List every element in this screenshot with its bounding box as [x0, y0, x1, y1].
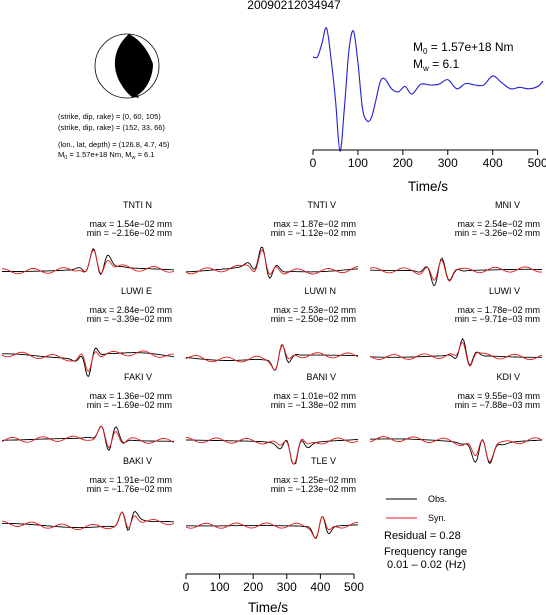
waveform-x-axis: 0 100 200 300 400 500	[183, 573, 364, 594]
station-max-amplitude: max = 1.25e−02 mm	[273, 475, 356, 485]
stf-x-tick-label: 500	[528, 156, 546, 170]
waveform-x-tick-label: 100	[210, 580, 230, 594]
observed-waveform	[370, 257, 543, 286]
station-max-amplitude: max = 1.54e−02 mm	[89, 219, 172, 229]
waveform-x-axis-label: Time/s	[248, 600, 288, 615]
station-name: TNTI V	[308, 200, 337, 210]
stf-x-tick-label: 200	[393, 156, 413, 170]
waveform-x-tick-label: 400	[310, 580, 330, 594]
station-min-amplitude: min = −9.71e−03 mm	[455, 314, 540, 324]
synthetic-waveform	[2, 249, 175, 275]
station-min-amplitude: min = −1.23e−02 mm	[271, 484, 356, 494]
synthetic-waveform	[185, 344, 359, 371]
beachball-compression-tail	[131, 94, 139, 98]
stf-x-tick-label: 100	[348, 156, 368, 170]
station-min-amplitude: min = −3.26e−02 mm	[455, 228, 540, 238]
figure-title: 20090212034947	[247, 0, 341, 12]
station-max-amplitude: max = 1.91e−02 mm	[89, 475, 172, 485]
synthetic-waveform	[185, 516, 358, 539]
synthetic-waveform	[1, 511, 175, 531]
station-min-amplitude: min = −1.12e−02 mm	[271, 228, 356, 238]
waveform-x-axis-group: 0 100 200 300 400 500 Time/s	[183, 573, 364, 615]
residual-label: Residual = 0.28	[384, 530, 461, 542]
nodal-plane-2: (strike, dip, rake) = (152, 33, 66)	[58, 123, 165, 132]
station-max-amplitude: max = 1.01e−02 mm	[273, 391, 356, 401]
synthetic-waveform	[185, 436, 359, 465]
stf-x-axis: 0 100 200 300 400 500	[310, 149, 546, 170]
legend: Obs. Syn. Residual = 0.28 Frequency rang…	[384, 494, 467, 571]
observed-waveform	[186, 246, 359, 279]
stf-magnitude-label: Mw = 6.1	[413, 57, 459, 73]
stf-x-tick-label: 400	[483, 156, 503, 170]
waveform-x-tick-label: 200	[243, 580, 263, 594]
station-min-amplitude: min = −1.38e−02 mm	[271, 400, 356, 410]
station-name: LUWI E	[121, 286, 152, 296]
synthetic-waveform	[369, 436, 543, 463]
stf-x-tick-label: 300	[438, 156, 458, 170]
hypocenter-location: (lon., lat, depth) = (126.8, 4.7, 45)	[58, 140, 170, 149]
synthetic-waveform	[369, 260, 543, 282]
station-min-amplitude: min = −2.16e−02 mm	[87, 228, 172, 238]
station-min-amplitude: min = −1.76e−02 mm	[87, 484, 172, 494]
observed-waveform	[369, 337, 542, 366]
station-max-amplitude: max = 1.78e−02 mm	[457, 305, 540, 315]
station-name: BAKI V	[123, 456, 152, 466]
station-max-amplitude: max = 2.53e−02 mm	[273, 305, 356, 315]
station-name: LUWI N	[305, 286, 337, 296]
source-parameters: (strike, dip, rake) = (0, 60, 105) (stri…	[58, 112, 170, 161]
waveform-x-tick-label: 0	[183, 580, 190, 594]
stf-x-tick-label: 0	[310, 156, 317, 170]
legend-syn-label: Syn.	[428, 513, 446, 523]
nodal-plane-1: (strike, dip, rake) = (0, 60, 105)	[58, 112, 161, 121]
legend-obs-label: Obs.	[428, 494, 447, 504]
synthetic-waveform	[1, 350, 174, 373]
station-name: BANI V	[306, 372, 336, 382]
station-min-amplitude: min = −2.50e−02 mm	[271, 314, 356, 324]
station-max-amplitude: max = 2.54e−02 mm	[457, 219, 540, 229]
station-min-amplitude: min = −1.69e−02 mm	[87, 400, 172, 410]
station-max-amplitude: max = 1.87e−02 mm	[273, 219, 356, 229]
station-min-amplitude: min = −3.39e−02 mm	[87, 314, 172, 324]
waveform-x-tick-label: 300	[277, 580, 297, 594]
station-name: LUWI V	[489, 286, 520, 296]
observed-waveform	[370, 438, 543, 465]
station-name: MNI V	[495, 200, 520, 210]
station-name: TLE V	[311, 456, 336, 466]
beachball-compression-quadrant	[114, 34, 153, 98]
synthetic-waveform	[185, 249, 359, 276]
observed-waveform	[2, 247, 174, 275]
frequency-range-label: Frequency range	[384, 546, 467, 558]
observed-waveform	[2, 425, 174, 452]
stf-panel: 0 100 200 300 400 500 Time/s M0 = 1.57e+18 Nm…	[310, 27, 546, 194]
waveform-x-tick-label: 500	[344, 580, 364, 594]
moment-magnitude-line: M0 = 1.57e+18 Nm, Mw = 6.1	[58, 150, 154, 161]
stf-x-axis-label: Time/s	[408, 179, 448, 194]
station-max-amplitude: max = 9.55e−03 mm	[457, 391, 540, 401]
beachball	[94, 33, 160, 99]
observed-waveform	[2, 510, 174, 531]
station-min-amplitude: min = −7.88e−03 mm	[455, 400, 540, 410]
frequency-range-value: 0.01 – 0.02 (Hz)	[387, 559, 466, 571]
stf-moment-label: M0 = 1.57e+18 Nm	[413, 40, 514, 56]
station-max-amplitude: max = 2.84e−02 mm	[89, 305, 172, 315]
station-name: FAKI V	[124, 372, 152, 382]
station-name: TNTI N	[123, 200, 152, 210]
synthetic-waveform	[1, 425, 175, 449]
synthetic-waveform	[369, 341, 543, 367]
station-name: KDI V	[496, 372, 520, 382]
station-max-amplitude: max = 1.36e−02 mm	[89, 391, 172, 401]
